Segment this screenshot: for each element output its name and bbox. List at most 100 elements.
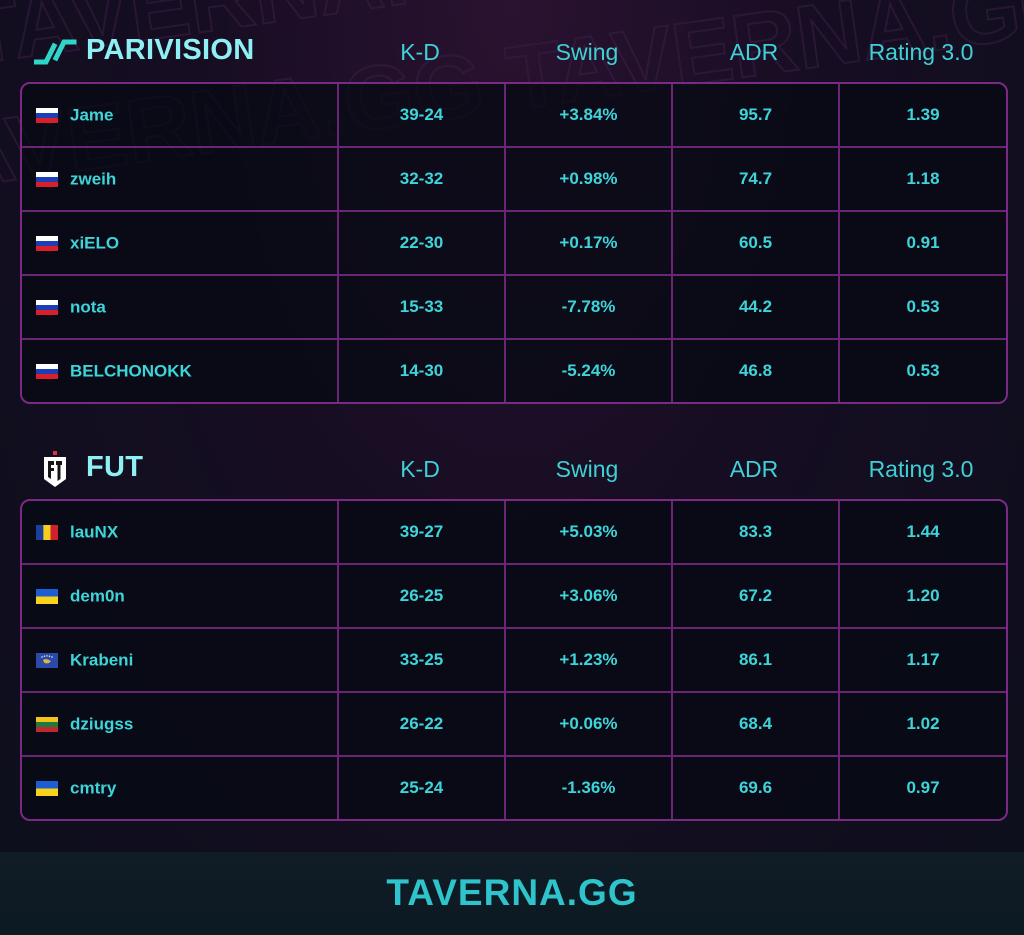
- player-name: zweih: [70, 169, 117, 189]
- player-cell: dem0n: [22, 565, 339, 629]
- stats-table: Jame 39-24 +3.84% 95.7 1.39 zweih 32-32 …: [20, 82, 1008, 404]
- swing-cell: +0.06%: [506, 693, 673, 757]
- player-name: cmtry: [70, 778, 117, 798]
- table-row: nota 15-33 -7.78% 44.2 0.53: [22, 276, 1006, 340]
- column-header-rating: Rating 3.0: [868, 39, 974, 65]
- player-name: nota: [70, 297, 106, 317]
- team-header: PARIVISION K-D Swing ADR Rating 3.0: [20, 22, 1004, 82]
- player-cell: nota: [22, 276, 339, 340]
- swing-cell: -5.24%: [506, 340, 673, 402]
- column-header-adr: ADR: [729, 456, 779, 482]
- swing-cell: -1.36%: [506, 757, 673, 819]
- swing-cell: +3.06%: [506, 565, 673, 629]
- rating-cell: 1.20: [840, 565, 1006, 629]
- adr-cell: 46.8: [673, 340, 840, 402]
- table-row: Krabeni 33-25 +1.23% 86.1 1.17: [22, 629, 1006, 693]
- swing-cell: +3.84%: [506, 84, 673, 148]
- russia-flag-icon: [36, 107, 58, 123]
- kd-cell: 39-24: [339, 84, 506, 148]
- ukraine-flag-icon: [36, 588, 58, 604]
- russia-flag-icon: [36, 363, 58, 379]
- player-cell: cmtry: [22, 757, 339, 819]
- ukraine-flag-icon: [36, 780, 58, 796]
- player-cell: dziugss: [22, 693, 339, 757]
- adr-cell: 69.6: [673, 757, 840, 819]
- adr-cell: 74.7: [673, 148, 840, 212]
- kd-cell: 22-30: [339, 212, 506, 276]
- kosovo-flag-icon: [36, 652, 58, 668]
- footer-brand: TAVERNA.GG: [386, 872, 638, 913]
- table-row: cmtry 25-24 -1.36% 69.6 0.97: [22, 757, 1006, 819]
- player-name: dziugss: [70, 714, 134, 734]
- team-section-parivision: PARIVISION K-D Swing ADR Rating 3.0 Jame…: [20, 22, 1008, 404]
- kd-cell: 39-27: [339, 501, 506, 565]
- table-row: dem0n 26-25 +3.06% 67.2 1.20: [22, 565, 1006, 629]
- adr-cell: 44.2: [673, 276, 840, 340]
- column-header-swing: Swing: [555, 39, 619, 65]
- player-cell: BELCHONOKK: [22, 340, 339, 402]
- player-cell: Jame: [22, 84, 339, 148]
- parivision-logo-icon: [34, 39, 77, 65]
- adr-cell: 83.3: [673, 501, 840, 565]
- player-name: dem0n: [70, 586, 125, 606]
- player-cell: zweih: [22, 148, 339, 212]
- player-cell: lauNX: [22, 501, 339, 565]
- adr-cell: 67.2: [673, 565, 840, 629]
- rating-cell: 1.02: [840, 693, 1006, 757]
- team-name: FUT: [86, 451, 144, 483]
- rating-cell: 1.17: [840, 629, 1006, 693]
- kd-cell: 26-25: [339, 565, 506, 629]
- rating-cell: 1.18: [840, 148, 1006, 212]
- russia-flag-icon: [36, 299, 58, 315]
- rating-cell: 0.91: [840, 212, 1006, 276]
- rating-cell: 0.97: [906, 778, 940, 797]
- kd-cell: 32-32: [339, 148, 506, 212]
- fut-logo-icon: [44, 451, 66, 487]
- adr-cell: 95.7: [673, 84, 840, 148]
- player-name: Krabeni: [70, 650, 134, 670]
- adr-cell: 60.5: [673, 212, 840, 276]
- player-name: lauNX: [70, 522, 119, 542]
- russia-flag-icon: [36, 171, 58, 187]
- column-header-kd: K-D: [400, 39, 440, 65]
- column-header-kd: K-D: [400, 456, 440, 482]
- rating-cell: 1.44: [840, 501, 1006, 565]
- table-row: xiELO 22-30 +0.17% 60.5 0.91: [22, 212, 1006, 276]
- player-cell: Krabeni: [22, 629, 339, 693]
- player-name: xiELO: [70, 233, 120, 253]
- table-row: BELCHONOKK 14-30 -5.24% 46.8 0.53: [22, 340, 1006, 402]
- footer: TAVERNA.GG: [0, 852, 1024, 935]
- adr-cell: 86.1: [673, 629, 840, 693]
- table-row: zweih 32-32 +0.98% 74.7 1.18: [22, 148, 1006, 212]
- column-header-rating: Rating 3.0: [868, 456, 974, 482]
- swing-cell: +1.23%: [506, 629, 673, 693]
- team-header: FUT K-D Swing ADR Rating 3.0: [20, 439, 1004, 499]
- russia-flag-icon: [36, 235, 58, 251]
- team-section-fut: FUT K-D Swing ADR Rating 3.0 lauNX 39-27…: [20, 439, 1008, 821]
- kd-cell: 25-24: [339, 757, 506, 819]
- table-row: dziugss 26-22 +0.06% 68.4 1.02: [22, 693, 1006, 757]
- kd-cell: 14-30: [339, 340, 506, 402]
- rating-cell: 1.39: [840, 84, 1006, 148]
- table-row: Jame 39-24 +3.84% 95.7 1.39: [22, 84, 1006, 148]
- rating-cell: 0.53: [840, 276, 1006, 340]
- rating-cell: 0.53: [906, 361, 940, 380]
- swing-cell: +0.98%: [506, 148, 673, 212]
- team-name: PARIVISION: [86, 34, 255, 66]
- kd-cell: 15-33: [339, 276, 506, 340]
- stats-table: lauNX 39-27 +5.03% 83.3 1.44 dem0n 26-25…: [20, 499, 1008, 821]
- swing-cell: -7.78%: [506, 276, 673, 340]
- table-row: lauNX 39-27 +5.03% 83.3 1.44: [22, 501, 1006, 565]
- column-header-swing: Swing: [555, 456, 619, 482]
- adr-cell: 68.4: [673, 693, 840, 757]
- player-name: Jame: [70, 105, 114, 125]
- column-header-adr: ADR: [729, 39, 779, 65]
- swing-cell: +5.03%: [506, 501, 673, 565]
- player-name: BELCHONOKK: [70, 361, 192, 381]
- romania-flag-icon: [36, 524, 58, 540]
- kd-cell: 33-25: [339, 629, 506, 693]
- lithuania-flag-icon: [36, 716, 58, 732]
- kd-cell: 26-22: [339, 693, 506, 757]
- player-cell: xiELO: [22, 212, 339, 276]
- swing-cell: +0.17%: [506, 212, 673, 276]
